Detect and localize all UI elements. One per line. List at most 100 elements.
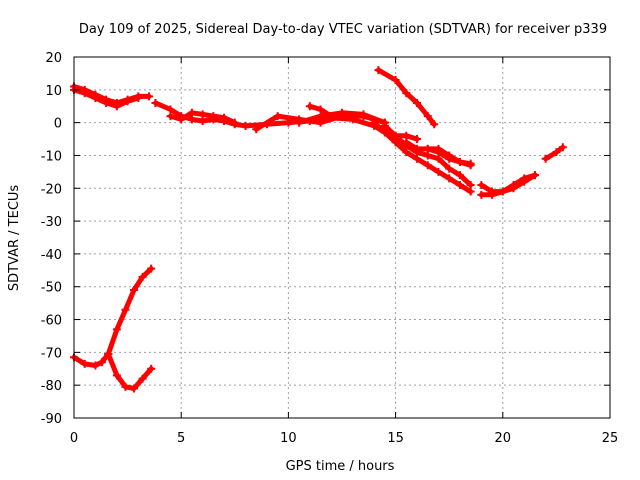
data-point: [338, 108, 346, 117]
data-point: [316, 105, 325, 114]
data-point: [391, 75, 400, 84]
y-tick-label: -10: [41, 149, 62, 164]
x-tick-label: 15: [387, 431, 404, 446]
data-point: [305, 102, 314, 111]
y-tick-label: -40: [41, 248, 62, 263]
y-tick-label: -30: [41, 215, 62, 230]
data-point: [198, 110, 207, 119]
data-point: [187, 108, 196, 117]
data-point: [130, 286, 139, 295]
chart-title: Day 109 of 2025, Sidereal Day-to-day VTE…: [79, 22, 607, 37]
data-point: [80, 89, 89, 98]
series-i-trace: [371, 120, 474, 195]
data-point: [230, 118, 239, 127]
data-point: [147, 264, 156, 273]
data-point: [413, 144, 422, 153]
data-point: [423, 144, 432, 153]
series-q-trace: [71, 351, 111, 368]
data-point: [147, 364, 156, 373]
data-point: [445, 164, 454, 173]
data-point: [530, 171, 539, 180]
data-point: [145, 92, 154, 101]
data-point: [112, 325, 121, 334]
data-point: [102, 98, 111, 107]
data-point: [466, 161, 475, 170]
data-point: [123, 97, 132, 106]
data-point: [520, 174, 529, 183]
x-tick-label: 25: [602, 431, 619, 446]
data-point: [91, 361, 100, 370]
data-point: [455, 171, 464, 180]
y-tick-label: -20: [41, 182, 62, 197]
data-point: [327, 112, 336, 121]
data-point: [455, 180, 464, 189]
data-point: [552, 148, 561, 157]
series-k-trace: [375, 67, 437, 127]
data-point: [121, 305, 130, 314]
data-point: [151, 98, 160, 107]
y-axis-label: SDTVAR / TECUs: [7, 185, 22, 292]
data-point: [359, 110, 368, 119]
data-point: [209, 112, 218, 121]
data-point: [402, 89, 411, 98]
data-point: [477, 180, 486, 189]
data-point: [380, 121, 389, 130]
data-point: [445, 174, 454, 183]
data-point: [541, 154, 550, 163]
data-point: [445, 151, 454, 160]
y-tick-label: 20: [45, 51, 62, 66]
data-point: [91, 94, 100, 103]
data-point: [374, 66, 383, 75]
y-tick-label: -50: [41, 281, 62, 296]
data-point: [177, 115, 186, 124]
y-tick-label: -80: [41, 379, 62, 394]
data-point: [220, 113, 229, 122]
y-tick-label: 10: [45, 84, 62, 99]
data-point: [130, 384, 139, 393]
x-tick-label: 10: [280, 431, 297, 446]
data-point: [138, 374, 147, 383]
data-point: [121, 382, 130, 391]
y-tick-label: -90: [41, 412, 62, 427]
data-point: [138, 272, 147, 281]
x-axis-ticks: 0 5 10 15 20 25: [70, 57, 618, 446]
data-point: [112, 371, 121, 380]
data-point: [295, 118, 304, 127]
data-point: [241, 121, 250, 130]
data-point: [391, 131, 400, 140]
data-point: [466, 180, 475, 189]
data-point: [434, 167, 443, 176]
data-point: [558, 143, 567, 152]
data-point: [97, 358, 106, 367]
series-r-trace: [105, 266, 154, 357]
data-point: [498, 187, 507, 196]
data-point: [112, 102, 121, 111]
data-point: [413, 98, 422, 107]
data-point: [434, 144, 443, 153]
data-point: [370, 118, 379, 127]
x-tick-label: 0: [70, 431, 78, 446]
data-points: [70, 66, 567, 393]
data-point: [477, 190, 486, 199]
data-point: [423, 112, 432, 121]
y-axis-ticks: -90 -80 -70 -60 -50 -40 -30 -20 -10 0 10 20: [41, 51, 610, 427]
y-tick-label: -60: [41, 314, 62, 329]
data-point: [252, 125, 261, 134]
x-axis-label: GPS time / hours: [286, 459, 395, 474]
data-point: [413, 135, 422, 144]
data-point: [134, 94, 143, 103]
data-point: [402, 138, 411, 147]
data-point: [273, 112, 282, 121]
data-point: [488, 190, 497, 199]
y-tick-label: -70: [41, 346, 62, 361]
x-tick-label: 5: [177, 431, 185, 446]
data-point: [455, 158, 464, 167]
grid-lines: [74, 57, 610, 418]
data-point: [509, 180, 518, 189]
series-s-trace: [105, 351, 154, 391]
data-point: [423, 161, 432, 170]
y-tick-label: 0: [54, 117, 62, 132]
data-point: [166, 112, 175, 121]
data-point: [104, 350, 113, 359]
